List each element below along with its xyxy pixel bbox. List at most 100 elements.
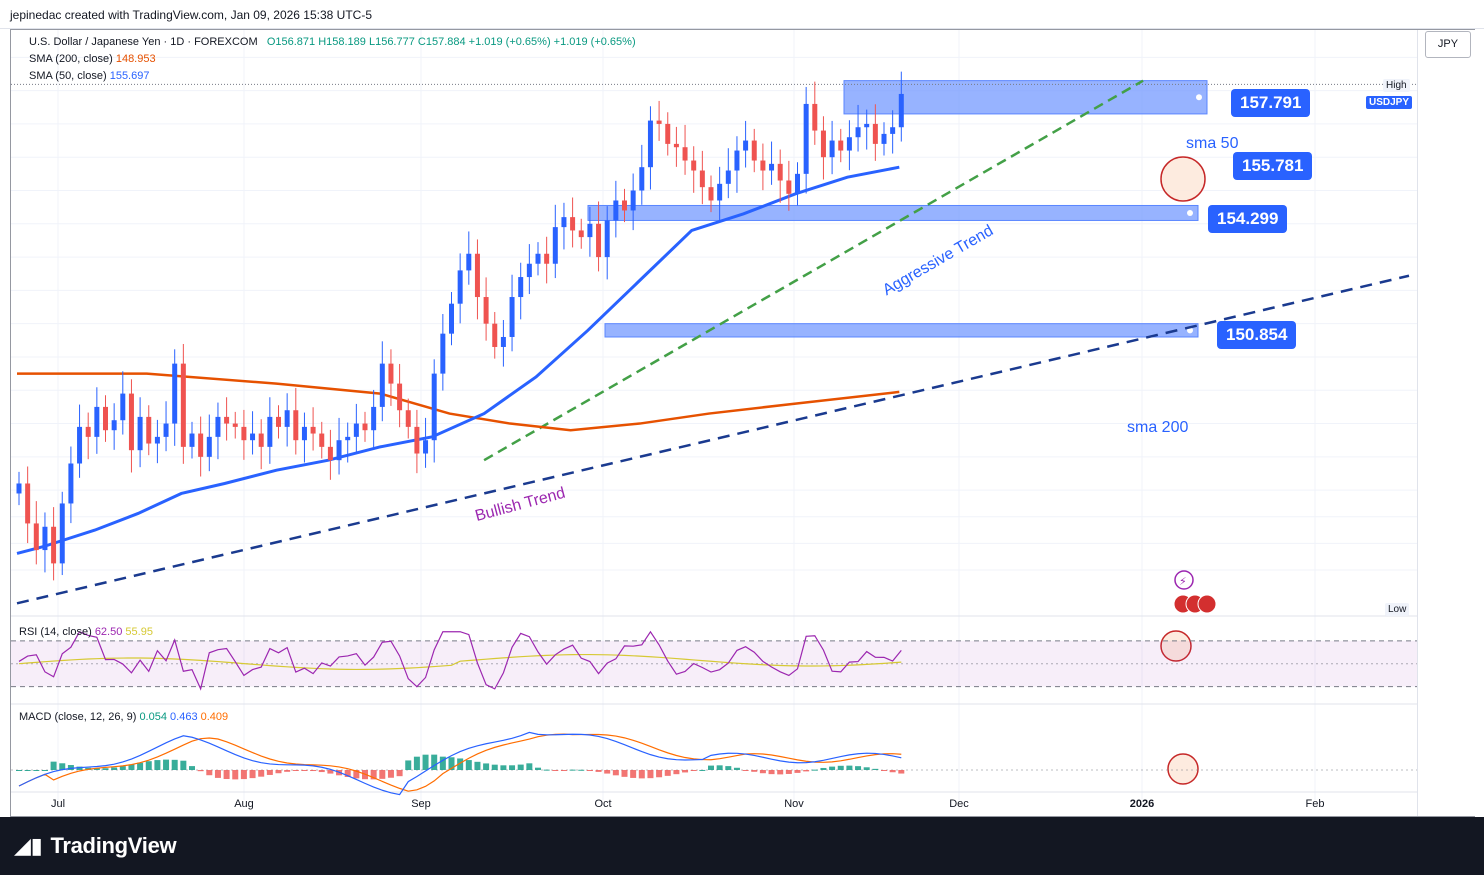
candle-body	[189, 433, 195, 447]
macd-histogram-bar	[664, 770, 671, 776]
macd-histogram-bar	[301, 770, 308, 771]
candle-body	[630, 190, 636, 211]
candle-body	[725, 170, 731, 184]
macd-histogram-bar	[266, 770, 273, 775]
macd-histogram-bar	[16, 770, 22, 771]
legend-sma50-row: SMA (50, close) 155.697	[29, 70, 149, 82]
price-axis[interactable]: JPY	[1417, 30, 1475, 816]
macd-histogram-bar	[379, 770, 386, 779]
candle-body	[128, 393, 134, 451]
macd-histogram-bar	[500, 765, 507, 770]
sma200-annotation: sma 200	[1127, 419, 1189, 436]
candle-body	[33, 523, 39, 551]
macd-histogram-bar	[128, 764, 135, 770]
chart-canvas[interactable]: ⚡JulAugSepOctNovDec2026Feb159.000157.000…	[11, 30, 1474, 816]
candle-body	[518, 277, 524, 298]
candle-body	[94, 406, 100, 437]
candle-body	[440, 333, 446, 374]
macd-histogram-bar	[604, 770, 611, 774]
price-zone	[843, 80, 1208, 115]
candle-body	[881, 133, 887, 144]
level-label-154299: 154.299	[1208, 205, 1288, 233]
candle-body	[829, 140, 835, 158]
macd-histogram-bar	[353, 770, 360, 779]
macd-histogram-bar	[111, 767, 118, 770]
level-label-155781: 155.781	[1233, 152, 1313, 180]
macd-histogram-bar	[483, 763, 490, 770]
macd-histogram-bar	[171, 759, 178, 770]
candle-body	[25, 483, 31, 524]
candle-body	[639, 167, 645, 191]
time-axis-label: Nov	[784, 798, 804, 810]
macd-histogram-bar	[59, 763, 66, 770]
macd-histogram-bar	[742, 770, 749, 771]
legend-sma200-value: 148.953	[115, 53, 156, 65]
macd-histogram-bar	[422, 754, 429, 770]
candle-body	[855, 127, 861, 138]
currency-button[interactable]: JPY	[1425, 31, 1471, 58]
candle-body	[42, 526, 48, 551]
macd-histogram-bar	[803, 770, 810, 772]
candle-body	[526, 263, 532, 278]
macd-histogram-bar	[232, 770, 239, 780]
time-axis-label: Jul	[51, 798, 65, 810]
candle-body	[293, 410, 299, 441]
macd-histogram-bar	[439, 756, 446, 770]
candle-body	[846, 137, 852, 151]
macd-histogram-bar	[223, 770, 230, 780]
macd-histogram-bar	[708, 765, 714, 770]
sma50-line	[16, 165, 900, 555]
highlight-circle-sma50	[1160, 156, 1206, 202]
tradingview-brand[interactable]: ◢▮ TradingView	[14, 833, 177, 859]
rsi-ma-value: 55.95	[125, 626, 153, 638]
candle-body	[492, 323, 498, 347]
macd-line-value: 0.463	[170, 711, 198, 723]
macd-histogram-bar	[240, 770, 247, 780]
macd-histogram-bar	[249, 770, 256, 779]
candle-body	[120, 393, 126, 421]
candle-body	[474, 253, 480, 298]
level-label-157791: 157.791	[1231, 89, 1311, 117]
candle-body	[777, 163, 783, 181]
sma200-line	[17, 372, 900, 432]
candle-body	[371, 406, 377, 431]
macd-histogram-bar	[163, 759, 170, 770]
macd-histogram-bar	[310, 770, 317, 772]
candle-body	[431, 373, 437, 441]
macd-histogram-bar	[509, 765, 516, 770]
candle-body	[284, 410, 290, 427]
macd-histogram-bar	[751, 770, 758, 772]
candle-body	[224, 416, 230, 424]
candle-body	[362, 423, 368, 431]
chart-frame[interactable]: ⚡JulAugSepOctNovDec2026Feb159.000157.000…	[10, 29, 1475, 817]
macd-histogram-bar	[24, 770, 31, 771]
macd-histogram-bar	[543, 769, 550, 771]
macd-histogram-bar	[67, 765, 74, 770]
rsi-value: 62.50	[94, 626, 123, 638]
symbol-tag: USDJPY	[1366, 96, 1413, 109]
macd-histogram-bar	[552, 770, 559, 771]
zone-handle	[1187, 209, 1193, 216]
tradingview-logo-icon: ◢▮	[14, 833, 43, 858]
macd-histogram-bar	[855, 766, 862, 770]
macd-histogram-bar	[137, 762, 144, 770]
candle-body	[51, 526, 57, 564]
candle-body	[250, 433, 256, 441]
macd-histogram-bar	[370, 770, 377, 780]
macd-histogram-bar	[292, 770, 299, 771]
macd-histogram-bar	[206, 770, 213, 776]
time-axis-label: 2026	[1130, 798, 1154, 810]
highlight-circle-macd	[1167, 753, 1199, 785]
candle-body	[388, 363, 394, 384]
candle-body	[864, 123, 870, 128]
candle-body	[509, 297, 515, 337]
candle-body	[552, 227, 558, 264]
macd-signal-line	[18, 733, 902, 792]
aggressive-trendline	[483, 79, 1144, 462]
macd-histogram-bar	[526, 763, 533, 770]
macd-histogram-bar	[647, 770, 654, 779]
rsi-legend: RSI (14, close) 62.50 55.95	[19, 626, 153, 638]
macd-histogram-bar	[41, 770, 48, 771]
macd-histogram-bar	[881, 770, 887, 771]
candle-body	[656, 120, 662, 124]
